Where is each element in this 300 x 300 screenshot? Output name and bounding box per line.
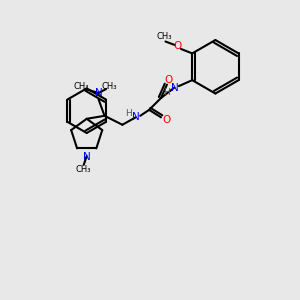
Text: CH₃: CH₃ [74,82,89,91]
Text: H: H [125,109,132,118]
Text: O: O [173,41,182,51]
Text: O: O [162,115,170,125]
Text: N: N [95,88,103,98]
Text: H: H [164,88,170,97]
Text: CH₃: CH₃ [102,82,117,91]
Text: O: O [164,75,172,85]
Text: N: N [132,112,140,122]
Text: N: N [83,152,91,162]
Text: CH₃: CH₃ [156,32,172,41]
Text: CH₃: CH₃ [76,165,92,174]
Text: N: N [170,82,178,93]
